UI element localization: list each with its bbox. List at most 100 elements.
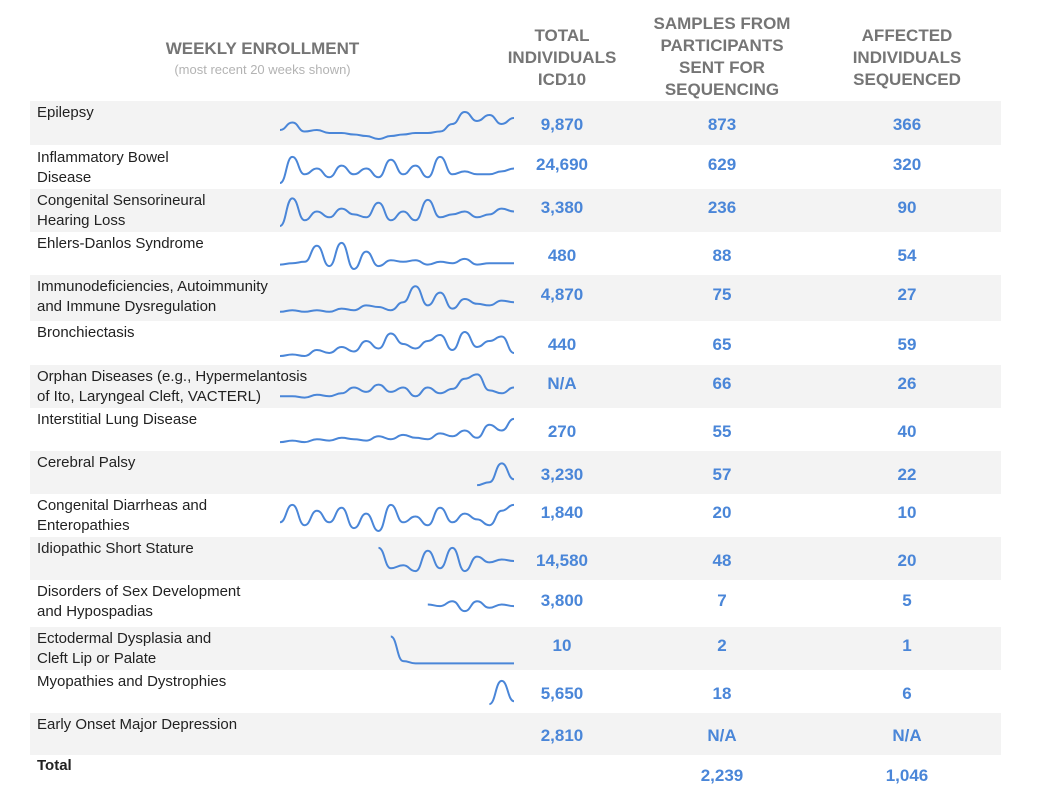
condition-line: Congenital Sensorineural xyxy=(37,192,206,209)
condition-name: Cerebral Palsy xyxy=(37,453,347,473)
condition-line: Orphan Diseases (e.g., Hypermelantosis xyxy=(37,368,308,385)
affected-value: 6 xyxy=(902,683,912,703)
table-row: Early Onset Major Depression 2,810 N/A N/A xyxy=(30,713,1001,755)
condition-line: and Hypospadias xyxy=(37,602,153,620)
condition-name: Early Onset Major Depression xyxy=(37,715,347,735)
header-line: INDIVIDUALS xyxy=(507,48,617,67)
samples-value: 48 xyxy=(712,550,732,570)
table-row: Myopathies and Dystrophies 5,650 18 6 xyxy=(30,670,1001,713)
samples-value: 236 xyxy=(707,197,737,217)
condition-line: Enteropathies xyxy=(37,516,130,534)
total-samples: 2,239 xyxy=(700,766,744,785)
total-label: Total xyxy=(37,757,72,774)
total-value: 1,840 xyxy=(540,502,584,522)
affected-value: N/A xyxy=(892,726,922,745)
sparkline xyxy=(279,285,515,313)
condition-line: Ehlers-Danlos Syndrome xyxy=(37,235,204,252)
condition-name: Immunodeficiencies, Autoimmunity and Immu… xyxy=(37,277,347,316)
table-row: Congenital Sensorineural Hearing Loss 3,38… xyxy=(30,189,1001,232)
condition-name: Myopathies and Dystrophies xyxy=(37,672,347,692)
header-line: SAMPLES FROM xyxy=(653,14,791,33)
total-value: 3,800 xyxy=(540,590,584,610)
table-row: Idiopathic Short Stature 14,580 48 20 xyxy=(30,537,1001,580)
affected-value: 40 xyxy=(897,421,917,441)
table-row: Disorders of Sex Development and Hypospad… xyxy=(30,580,1001,627)
total-affected: 1,046 xyxy=(885,766,929,785)
table-row: Interstitial Lung Disease 270 55 40 xyxy=(30,408,1001,451)
condition-line: Disease xyxy=(37,168,92,186)
header-line: AFFECTED xyxy=(861,26,953,45)
table-row: Cerebral Palsy 3,230 57 22 xyxy=(30,451,1001,494)
samples-value: 88 xyxy=(712,245,732,265)
samples-value: 18 xyxy=(712,683,732,703)
table-row: Inflammatory Bowel Disease 24,690 629 320 xyxy=(30,146,1001,189)
condition-name: Epilepsy xyxy=(37,103,347,123)
affected-value: 10 xyxy=(897,502,917,522)
sparkline xyxy=(378,546,515,573)
sparkline xyxy=(279,503,515,533)
affected-value: 54 xyxy=(897,245,917,265)
total-individuals-header: TOTAL INDIVIDUALS ICD10 xyxy=(487,25,637,91)
condition-name: Orphan Diseases (e.g., Hypermelantosis of… xyxy=(37,367,347,406)
table-row: Ehlers-Danlos Syndrome 480 88 54 xyxy=(30,232,1001,275)
total-value: 270 xyxy=(547,421,577,441)
condition-name: Congenital Sensorineural Hearing Loss xyxy=(37,191,347,230)
table-row: Immunodeficiencies, Autoimmunity and Immu… xyxy=(30,275,1001,321)
condition-line: Myopathies and Dystrophies xyxy=(37,673,227,690)
condition-line: and Immune Dysregulation xyxy=(37,297,217,315)
samples-value: 873 xyxy=(707,115,737,134)
condition-line: Hearing Loss xyxy=(37,211,126,229)
total-value: 440 xyxy=(547,335,577,354)
affected-value: 5 xyxy=(902,590,912,610)
total-value: 4,870 xyxy=(540,285,584,304)
sparkline xyxy=(477,462,515,487)
header-line: SENT FOR xyxy=(679,58,765,77)
table-row: Congenital Diarrheas and Enteropathies 1,8… xyxy=(30,494,1001,537)
affected-value: 320 xyxy=(892,154,922,174)
total-value: 2,810 xyxy=(540,726,584,745)
condition-line: Congenital Diarrheas and xyxy=(37,497,208,514)
samples-value: 20 xyxy=(712,502,732,522)
header-line: INDIVIDUALS xyxy=(852,48,962,67)
total-value: 480 xyxy=(547,245,577,265)
header-line: ICD10 xyxy=(537,70,587,89)
weekly-enrollment-subtitle: (most recent 20 weeks shown) xyxy=(174,62,351,77)
total-value: N/A xyxy=(547,373,577,393)
condition-line: Inflammatory Bowel xyxy=(37,149,169,166)
condition-name: Ectodermal Dysplasia and Cleft Lip or Pal… xyxy=(37,629,347,668)
header-line: SEQUENCED xyxy=(853,70,961,89)
affected-value: 366 xyxy=(892,115,922,134)
table-row: Ectodermal Dysplasia and Cleft Lip or Pal… xyxy=(30,627,1001,670)
sparkline xyxy=(279,110,515,141)
condition-name: Congenital Diarrheas and Enteropathies xyxy=(37,496,347,535)
affected-value: 22 xyxy=(897,464,917,484)
header-line: SEQUENCING xyxy=(664,80,780,99)
sparkline xyxy=(279,373,515,399)
sparkline xyxy=(279,155,515,184)
condition-line: Bronchiectasis xyxy=(37,324,135,341)
affected-sequenced-header: AFFECTED INDIVIDUALS SEQUENCED xyxy=(832,25,982,91)
affected-value: 20 xyxy=(897,550,917,570)
condition-line: Ectodermal Dysplasia and xyxy=(37,630,212,647)
condition-line: Cleft Lip or Palate xyxy=(37,649,157,667)
samples-value: 55 xyxy=(712,421,732,441)
total-value: 24,690 xyxy=(536,154,588,174)
condition-name: Inflammatory Bowel Disease xyxy=(37,148,347,187)
affected-value: 59 xyxy=(897,335,917,354)
samples-value: 75 xyxy=(712,285,732,304)
condition-name: Interstitial Lung Disease xyxy=(37,410,347,430)
condition-line: Disorders of Sex Development xyxy=(37,583,241,600)
condition-line: of Ito, Laryngeal Cleft, VACTERL) xyxy=(37,387,261,405)
total-value: 10 xyxy=(552,635,572,655)
samples-value: 65 xyxy=(712,335,732,354)
samples-value: 57 xyxy=(712,464,732,484)
samples-value: 66 xyxy=(712,373,732,393)
sparkline xyxy=(279,330,515,358)
condition-name: Bronchiectasis xyxy=(37,323,347,343)
condition-line: Idiopathic Short Stature xyxy=(37,540,194,557)
sparkline xyxy=(390,635,514,665)
condition-name: Disorders of Sex Development and Hypospad… xyxy=(37,582,347,621)
header-line: TOTAL xyxy=(534,26,590,45)
condition-line: Immunodeficiencies, Autoimmunity xyxy=(37,278,268,295)
